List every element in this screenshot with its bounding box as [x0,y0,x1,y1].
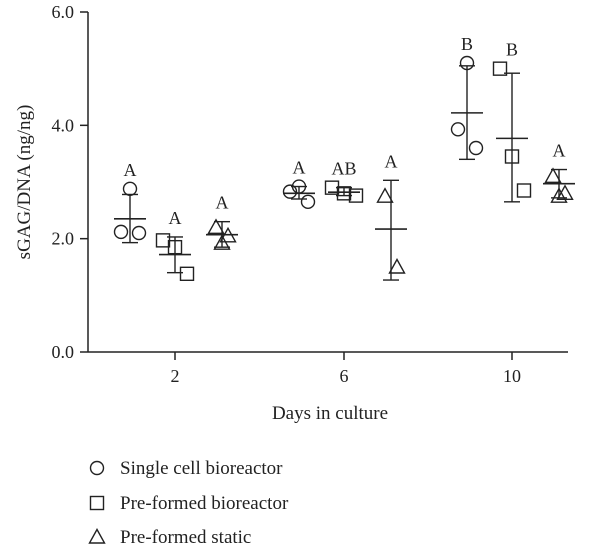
x-ticks: 2 6 10 [171,352,521,386]
data-point-triangle [376,187,394,203]
data-point-circle [459,55,475,71]
legend-marker-circle [89,460,105,476]
y-ticks: 0.0 2.0 4.0 6.0 [52,2,88,362]
data-point-triangle [388,258,406,274]
data-point-square [516,183,532,198]
data-point-triangle [544,167,562,184]
data-point-square [324,180,340,195]
data-point-square [348,188,364,203]
data-point-square [179,266,195,281]
legend: Single cell bioreactor Pre-formed bioreac… [88,458,289,548]
x-tick-label: 10 [503,366,521,386]
data-point-circle [131,225,147,241]
significance-letter: A [169,208,182,228]
significance-letter: A [293,158,306,178]
x-axis-label: Days in culture [272,403,388,424]
significance-letter: B [461,34,473,54]
legend-marker-triangle [88,528,106,544]
data-point-square [504,149,520,164]
y-axis-label: sGAG/DNA (ng/ng) [14,105,35,260]
data-point-triangle [550,187,568,203]
data-point-circle [291,179,307,194]
data-point-square [167,239,183,255]
significance-letter: AB [331,159,356,179]
legend-label: Single cell bioreactor [120,458,283,479]
data-point-circle [282,184,298,199]
data-point-square [336,186,352,201]
data-point-circle [450,122,466,137]
y-tick-label: 6.0 [52,2,75,22]
data-point-circle [300,194,316,210]
significance-letter: A [553,141,566,161]
legend-label: Pre-formed static [120,527,251,548]
axes [87,12,568,353]
legend-label: Pre-formed bioreactor [120,493,289,514]
data-point-circle [122,181,138,197]
data-point-triangle [207,218,225,235]
data-point-square [492,61,508,76]
data-point-triangle [213,234,231,250]
x-tick-label: 6 [340,366,349,386]
significance-letter: A [124,160,137,180]
data-point-circle [113,224,129,240]
y-tick-label: 4.0 [52,115,75,135]
y-tick-label: 0.0 [52,342,75,362]
significance-letter: A [385,151,398,171]
data-point-triangle [219,226,237,243]
data-point-square [155,233,171,248]
x-tick-label: 2 [171,366,180,386]
significance-letter: B [506,40,518,60]
y-tick-label: 2.0 [52,229,75,249]
data-point-circle [468,140,484,156]
significance-letter: A [216,193,229,213]
legend-marker-square [89,495,105,511]
